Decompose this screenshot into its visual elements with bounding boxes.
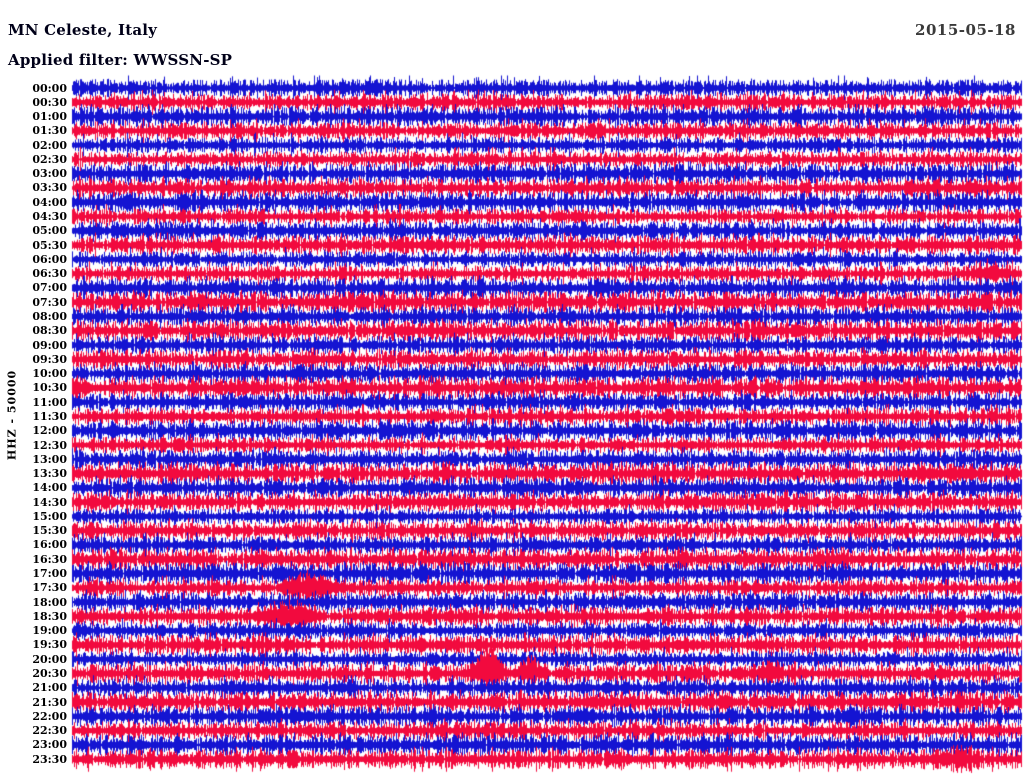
time-label: 23:30 — [32, 752, 67, 766]
time-label: 10:30 — [32, 381, 67, 395]
time-label: 09:30 — [32, 352, 67, 366]
time-label: 21:30 — [32, 695, 67, 709]
time-label: 10:00 — [32, 367, 67, 381]
time-label: 14:30 — [32, 495, 67, 509]
time-label: 00:30 — [32, 95, 67, 109]
time-label: 17:30 — [32, 581, 67, 595]
time-label: 13:00 — [32, 452, 67, 466]
time-label: 19:00 — [32, 624, 67, 638]
time-label: 07:30 — [32, 295, 67, 309]
time-label: 00:00 — [32, 81, 67, 95]
time-label: 08:30 — [32, 324, 67, 338]
time-label: 01:30 — [32, 124, 67, 138]
time-label: 04:00 — [32, 195, 67, 209]
time-label: 18:00 — [32, 595, 67, 609]
time-label: 12:30 — [32, 438, 67, 452]
time-label: 22:30 — [32, 724, 67, 738]
time-label: 21:00 — [32, 681, 67, 695]
time-label: 14:00 — [32, 481, 67, 495]
time-label: 16:00 — [32, 538, 67, 552]
applied-filter-value: WWSSN-SP — [133, 51, 233, 69]
time-label: 09:00 — [32, 338, 67, 352]
time-label: 08:00 — [32, 309, 67, 323]
time-label: 07:00 — [32, 281, 67, 295]
time-label: 03:30 — [32, 181, 67, 195]
time-label: 06:30 — [32, 267, 67, 281]
time-label: 12:00 — [32, 424, 67, 438]
time-label: 16:30 — [32, 552, 67, 566]
time-label: 06:00 — [32, 252, 67, 266]
time-label: 20:00 — [32, 652, 67, 666]
time-label: 23:00 — [32, 738, 67, 752]
time-label: 05:30 — [32, 238, 67, 252]
time-label: 19:30 — [32, 638, 67, 652]
time-label: 02:00 — [32, 138, 67, 152]
time-label: 18:30 — [32, 609, 67, 623]
time-label: 15:00 — [32, 509, 67, 523]
time-label: 04:30 — [32, 210, 67, 224]
applied-filter-label: Applied filter: — [8, 51, 129, 69]
time-label: 01:00 — [32, 110, 67, 124]
time-label: 13:30 — [32, 467, 67, 481]
time-label: 20:30 — [32, 667, 67, 681]
station-title: MN Celeste, Italy — [8, 21, 158, 39]
time-label: 17:00 — [32, 567, 67, 581]
time-label: 11:00 — [32, 395, 67, 409]
time-label: 02:30 — [32, 152, 67, 166]
time-axis: 00:00 00:30 01:00 01:30 02:00 02:30 03:00 03:30… — [0, 0, 67, 780]
applied-filter-line: Applied filter: WWSSN-SP — [8, 51, 232, 69]
date-label: 2015-05-18 — [915, 21, 1016, 39]
time-label: 22:00 — [32, 709, 67, 723]
time-label: 15:30 — [32, 524, 67, 538]
time-label: 05:00 — [32, 224, 67, 238]
time-label: 11:30 — [32, 409, 67, 423]
time-label: 03:00 — [32, 167, 67, 181]
